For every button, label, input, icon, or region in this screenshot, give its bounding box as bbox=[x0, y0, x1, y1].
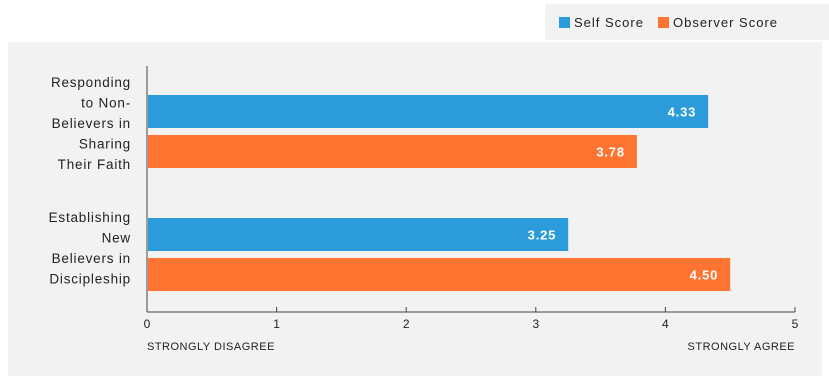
x-tick-label: 1 bbox=[273, 317, 280, 331]
bar-self-score bbox=[148, 95, 709, 128]
legend-swatch-observer bbox=[657, 16, 669, 28]
x-tick-label: 3 bbox=[532, 317, 539, 331]
category-label: Sharing bbox=[79, 137, 131, 152]
category-label: Responding bbox=[51, 75, 131, 90]
category-label: Their Faith bbox=[58, 157, 131, 172]
x-axis-left-label: STRONGLY DISAGREE bbox=[147, 341, 275, 353]
bar-self-score bbox=[148, 218, 569, 251]
bar-observer-score bbox=[148, 258, 731, 291]
chart-legend: Self Score Observer Score bbox=[545, 4, 829, 40]
category-label: Believers in bbox=[52, 251, 131, 266]
bar-value-label: 3.78 bbox=[596, 145, 625, 160]
x-axis-right-label: STRONGLY AGREE bbox=[688, 341, 795, 353]
legend-item-observer: Observer Score bbox=[657, 14, 779, 30]
bar-value-label: 4.33 bbox=[668, 105, 697, 120]
legend-label-observer: Observer Score bbox=[672, 14, 779, 30]
legend-label-self: Self Score bbox=[574, 14, 644, 30]
category-label: Believers in bbox=[52, 116, 131, 131]
legend-item-self: Self Score bbox=[559, 15, 644, 30]
category-label: Establishing bbox=[49, 210, 131, 225]
category-label: New bbox=[102, 231, 131, 246]
bar-value-label: 4.50 bbox=[690, 268, 719, 283]
x-tick-label: 5 bbox=[792, 317, 799, 331]
bar-value-label: 3.25 bbox=[528, 228, 557, 243]
x-tick-label: 4 bbox=[662, 317, 669, 331]
category-label: to Non- bbox=[81, 96, 131, 111]
x-tick-label: 2 bbox=[403, 317, 410, 331]
bar-observer-score bbox=[148, 135, 637, 168]
legend-swatch-self bbox=[559, 16, 570, 28]
category-label: Discipleship bbox=[49, 272, 131, 287]
x-tick-label: 0 bbox=[144, 317, 151, 331]
